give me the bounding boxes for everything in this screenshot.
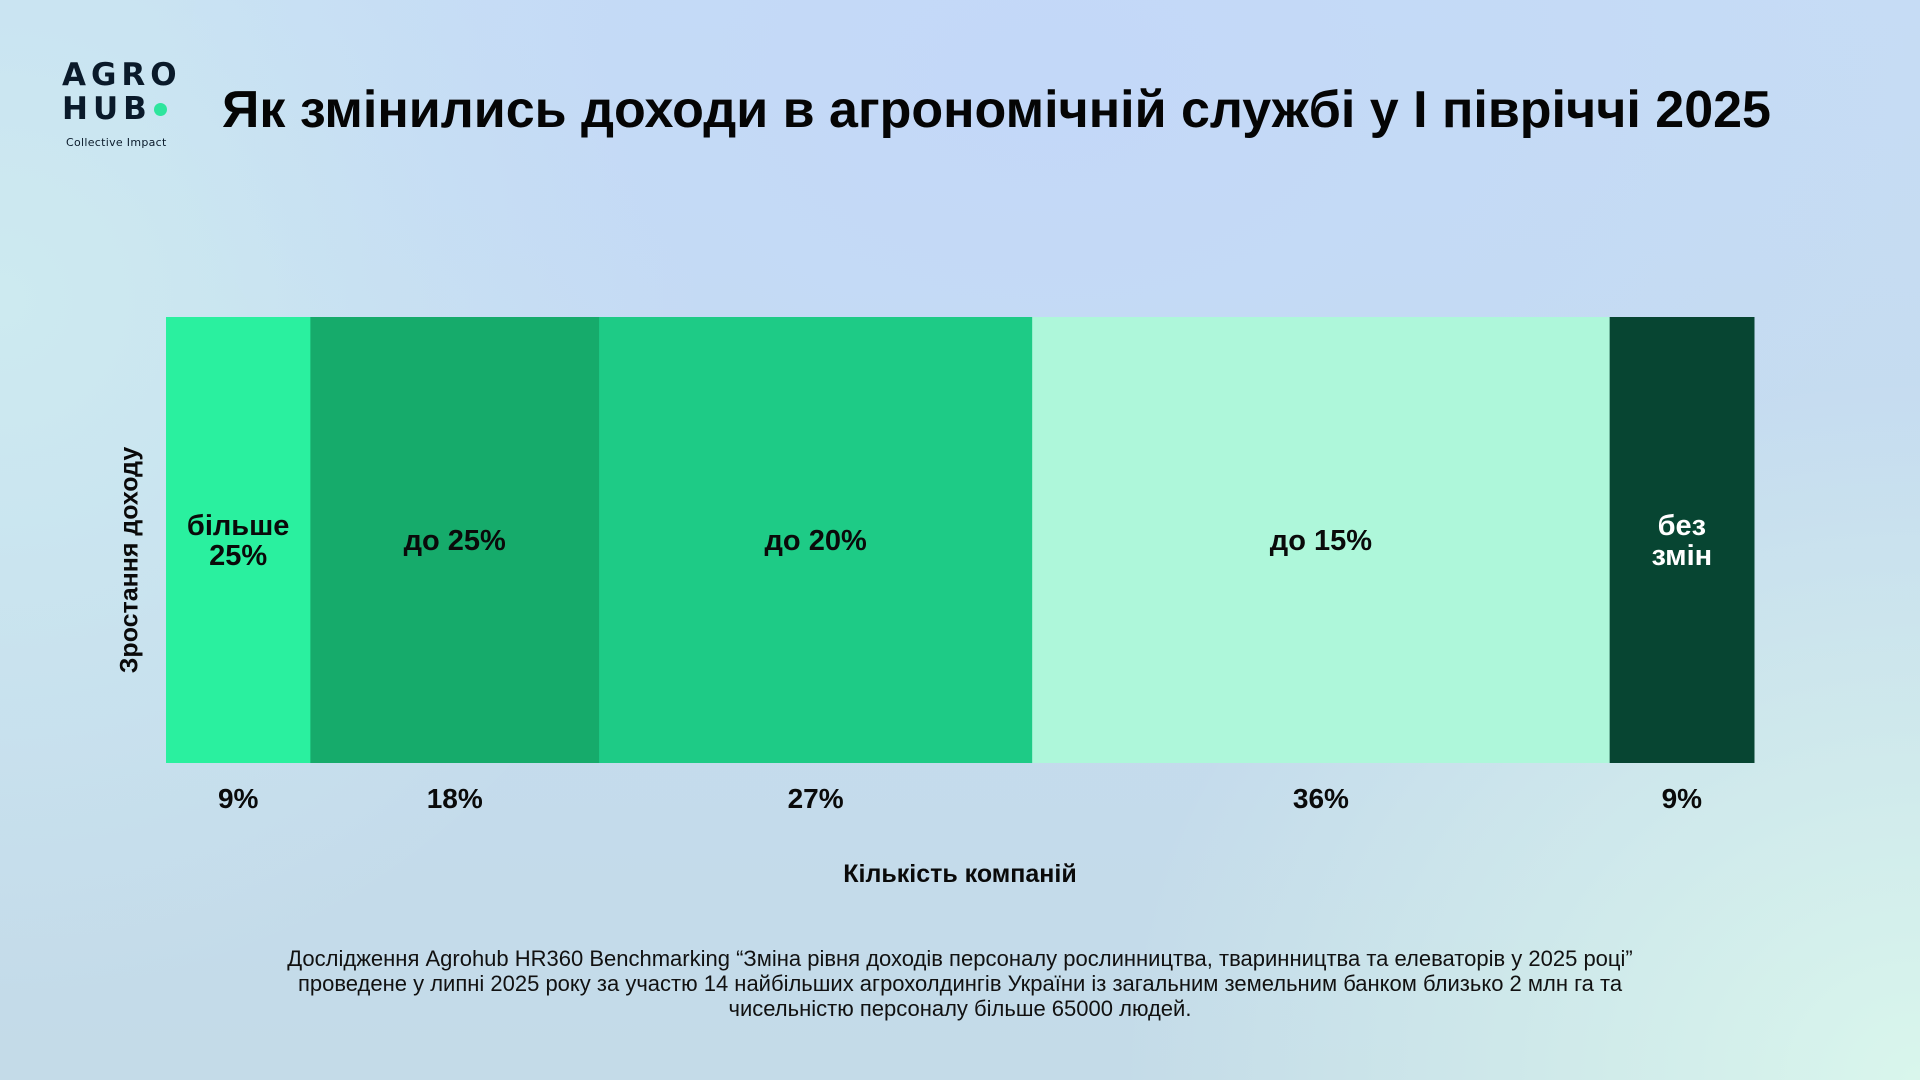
logo-tagline: Collective Impact (66, 136, 167, 149)
segment-label-3: до 20% (765, 525, 867, 557)
segment-label-2: до 25% (404, 525, 506, 557)
page-title: Як змінились доходи в агрономічній служб… (222, 81, 1771, 139)
value-label-1: 9% (218, 783, 259, 814)
y-axis-label: Зростання доходу (115, 446, 144, 674)
logo-line-2-text: HUB (62, 91, 152, 127)
bar-segment-3 (599, 317, 1033, 763)
value-label-2: 18% (427, 783, 483, 814)
segment-label-5: без змін (1651, 510, 1712, 572)
value-label-5: 9% (1662, 783, 1703, 814)
agrohub-logo: AGRO HUB Collective Impact (62, 58, 192, 149)
segment-label-1: більше 25% (187, 510, 290, 572)
bar-segment-4 (1032, 317, 1611, 763)
logo-dot-icon (153, 102, 167, 116)
bar-segment-2 (310, 317, 600, 763)
logo-line-1: AGRO (62, 57, 182, 93)
bar-segment-1 (166, 317, 311, 763)
x-axis-label: Кількість компаній (843, 860, 1077, 888)
value-label-4: 36% (1293, 783, 1349, 814)
source-footnote: Дослідження Agrohub HR360 Benchmarking “… (287, 946, 1633, 1021)
segment-label-4: до 15% (1270, 525, 1372, 557)
value-label-3: 27% (788, 783, 844, 814)
bar-segment-5 (1609, 317, 1755, 763)
logo-line-2: HUB (62, 92, 192, 126)
